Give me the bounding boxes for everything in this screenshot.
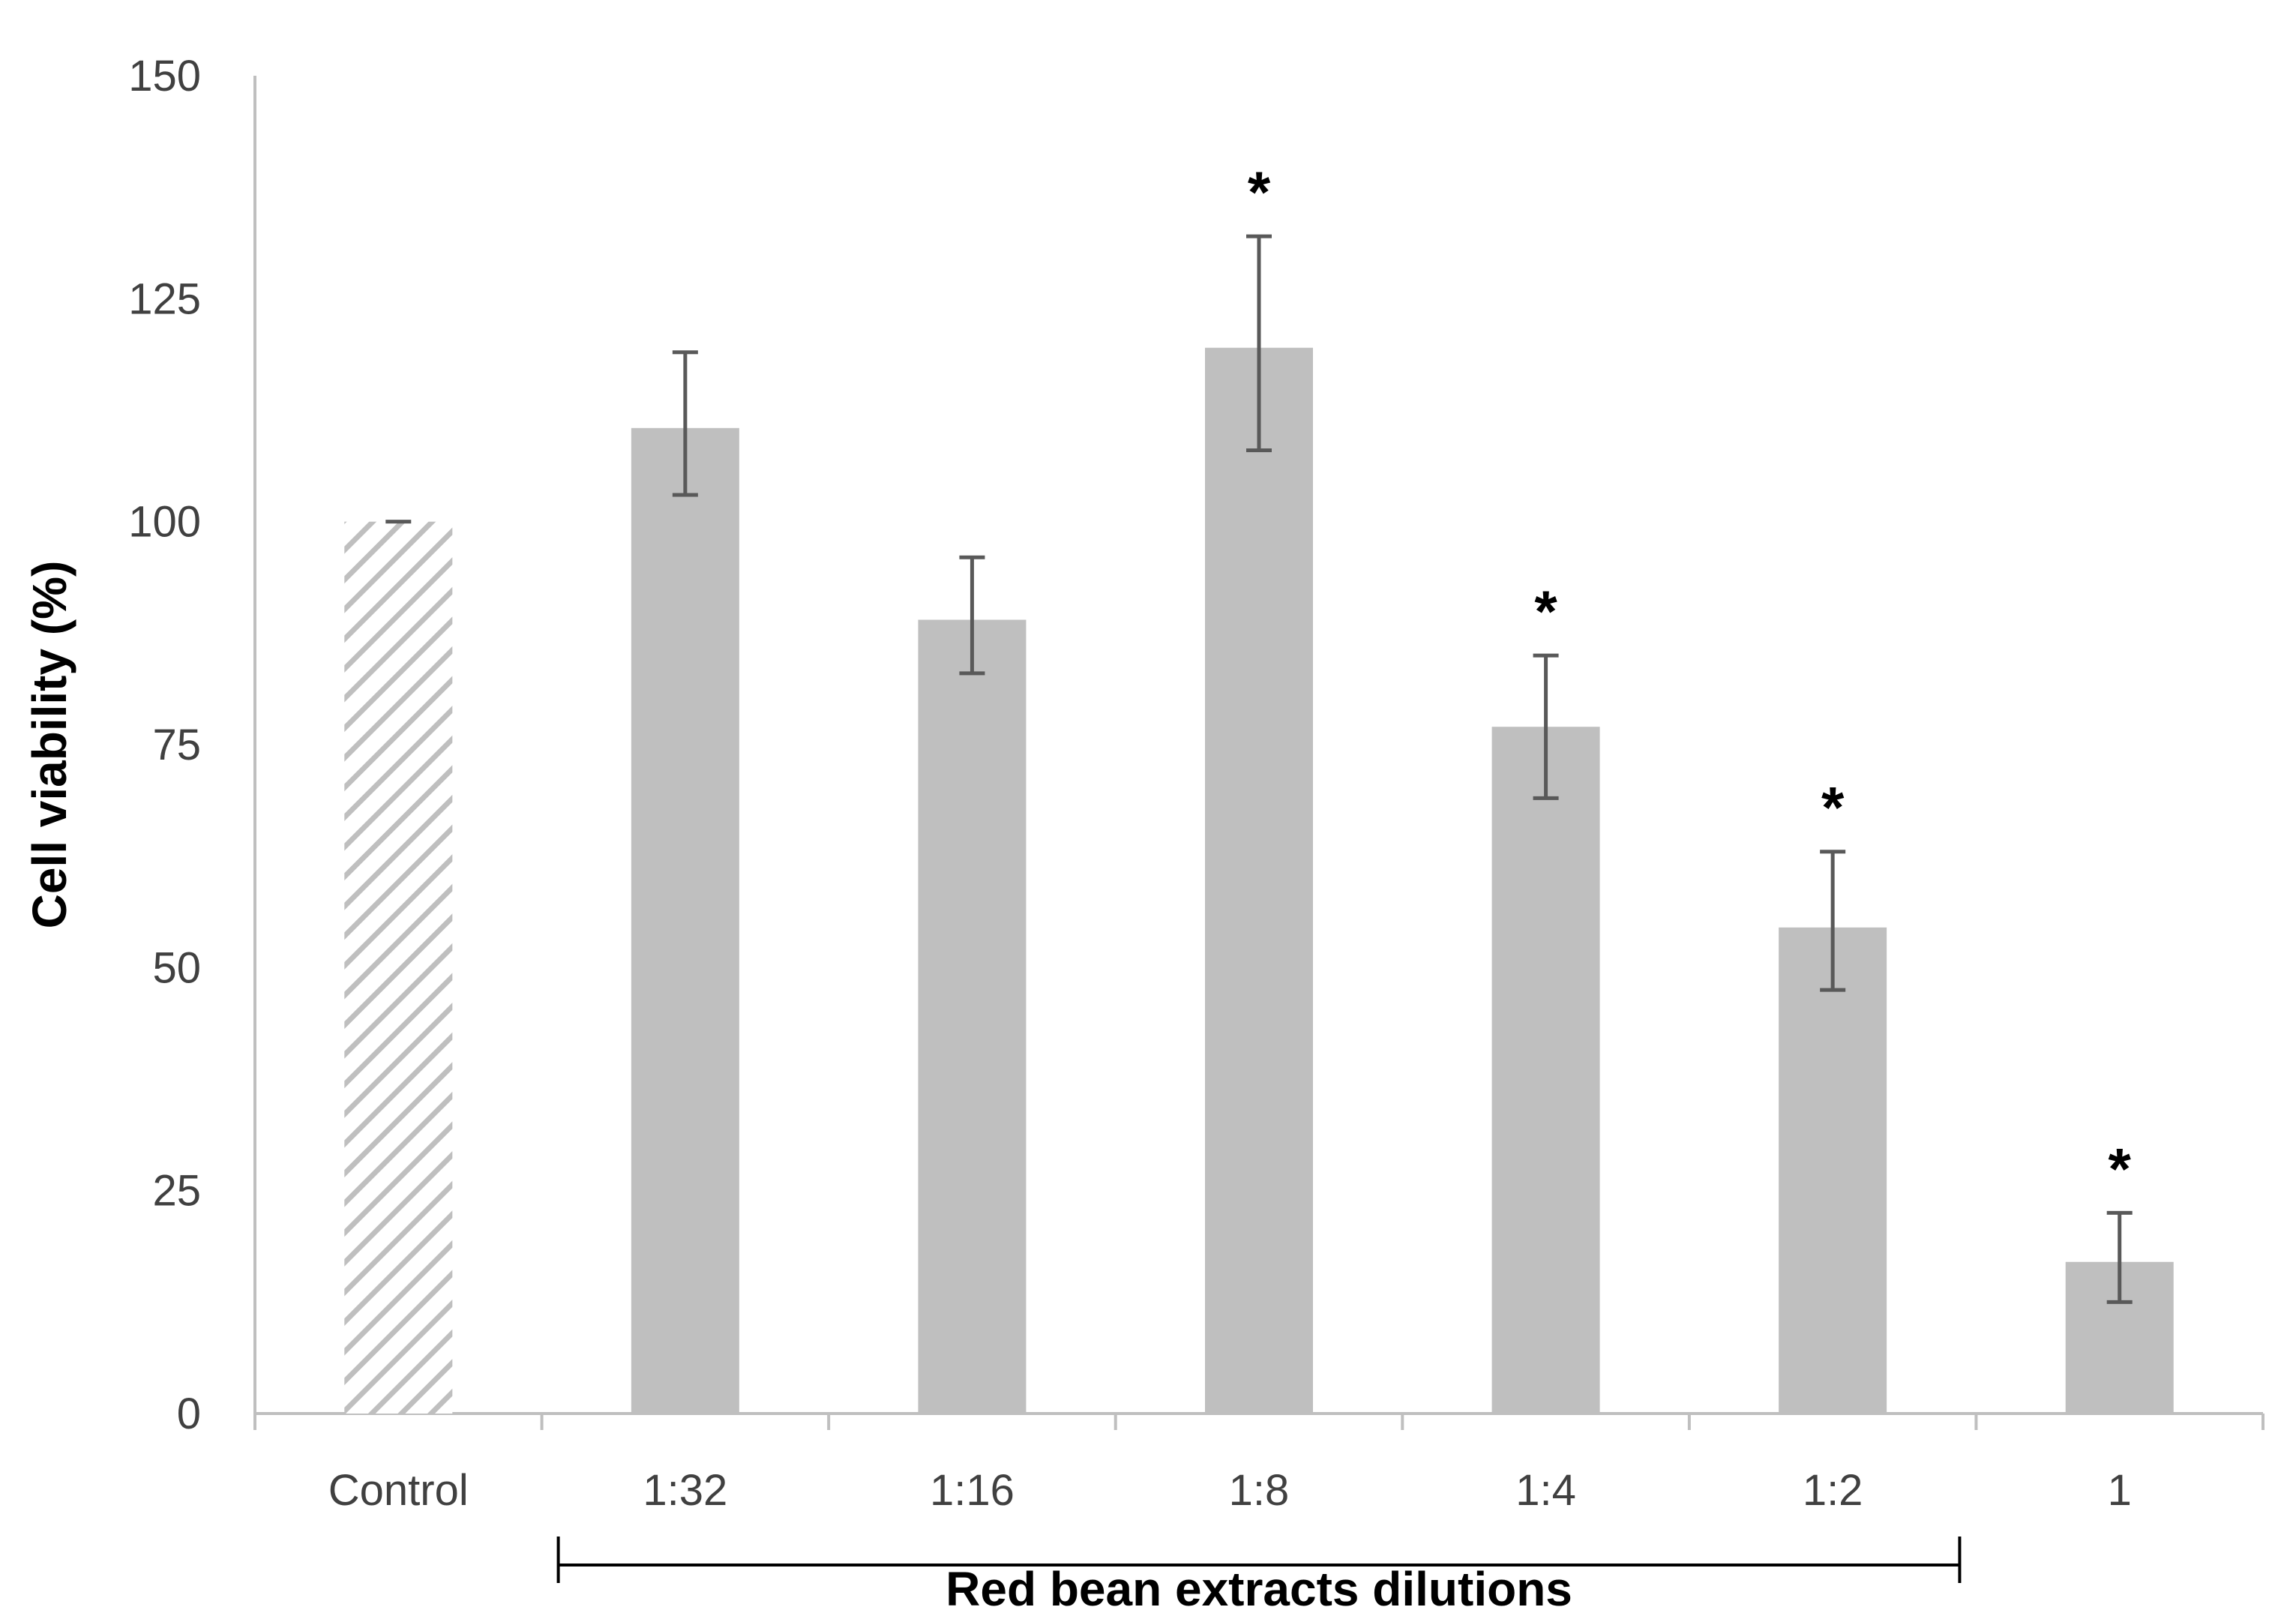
group-bracket [556,1537,1962,1583]
y-tick-label: 25 [152,1167,201,1216]
bar-control [344,521,453,1414]
y-axis: 0 25 50 75 100 125 150 [128,52,256,1438]
bar [918,619,1027,1414]
y-tick-label: 50 [152,943,201,992]
y-tick-label: 75 [152,721,201,769]
significance-asterisk: * [2109,1135,2132,1201]
y-tick-label: 0 [177,1390,201,1438]
x-tick-label: Control [328,1466,469,1515]
bars-group [344,347,2174,1414]
bar [1779,927,1887,1414]
y-tick-label: 125 [128,274,201,323]
y-tick-label: 150 [128,52,201,100]
x-tick-label: 1:2 [1803,1466,1863,1515]
x-tick-label: 1:32 [643,1466,727,1515]
x-tick-label: 1 [2108,1466,2132,1515]
x-tick-label: 1:16 [930,1466,1015,1515]
significance-markers-group: * * * * [1248,159,2132,1201]
bar [631,427,739,1414]
group-bracket-label: Red bean extracts dilutions [946,1562,1572,1616]
y-tick-label: 100 [128,498,201,547]
x-tick-label: 1:4 [1515,1466,1576,1515]
significance-asterisk: * [1821,775,1845,841]
x-axis: Control 1:32 1:16 1:8 1:4 1:2 1 [253,1412,2265,1515]
significance-asterisk: * [1248,159,1271,225]
bar [1491,727,1600,1414]
significance-asterisk: * [1534,578,1557,644]
y-axis-title: Cell viability (%) [22,561,76,929]
error-bars-group [385,234,2133,1304]
x-tick-label: 1:8 [1229,1466,1290,1515]
bar [1205,347,1313,1414]
